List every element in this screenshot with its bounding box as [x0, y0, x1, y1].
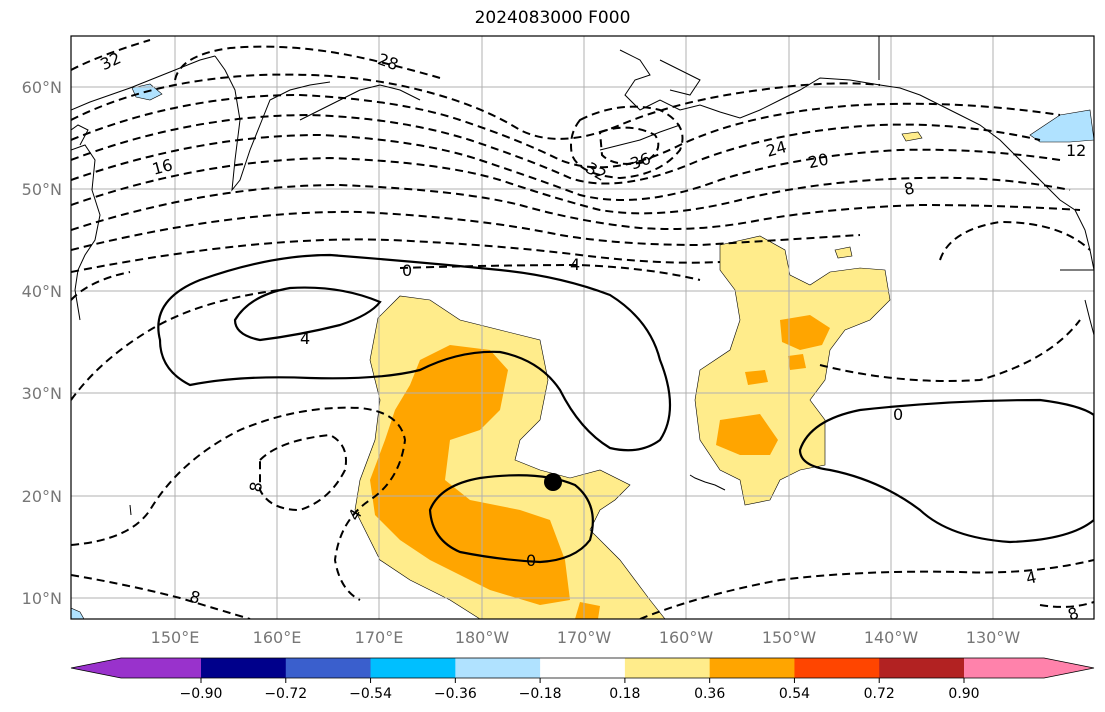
lat-tick-label: 40°N — [22, 282, 62, 301]
contour-label: 4 — [300, 329, 310, 348]
contour-label: 8 — [188, 587, 203, 608]
lon-tick-label: 160°E — [253, 628, 302, 647]
colorbar-segment — [794, 658, 880, 678]
colorbar-tick-label: 0.36 — [694, 686, 725, 702]
colorbar-tick-label: −0.18 — [519, 686, 562, 702]
storm-center-marker — [544, 473, 562, 491]
colorbar-tick-label: 0.54 — [779, 686, 810, 702]
colorbar-segment — [624, 658, 711, 678]
lon-tick-label: 180°W — [455, 628, 510, 647]
colorbar-tick-label: 0.72 — [864, 686, 895, 702]
colorbar-segment — [201, 658, 287, 678]
lat-tick-label: 10°N — [22, 589, 62, 608]
lon-tick-label: 150°E — [151, 628, 200, 647]
contour-label: 0 — [402, 261, 412, 280]
colorbar-extension-high — [964, 658, 1094, 678]
colorbar-tick-label: 0.90 — [948, 686, 979, 702]
lon-tick-label: 160°W — [659, 628, 714, 647]
contour-label: 8 — [902, 178, 916, 199]
colorbar-tick-label: −0.54 — [349, 686, 392, 702]
lat-axis: 60°N 50°N 40°N 30°N 20°N 10°N — [22, 78, 62, 608]
colorbar-segment — [709, 658, 795, 678]
shading-orange — [370, 315, 830, 619]
contour-label: 24 — [764, 137, 789, 161]
contour-label: 4 — [570, 255, 580, 274]
colorbar-segment — [455, 658, 541, 678]
colorbar-segment — [370, 658, 456, 678]
map-frame — [70, 35, 1095, 620]
lon-axis: 150°E 160°E 170°E 180°W 170°W 160°W 150°… — [151, 628, 1021, 647]
gridlines — [71, 36, 1094, 619]
colorbar: −0.90 −0.72 −0.54 −0.36 −0.18 0.18 0.36 0.54 0.7… — [70, 657, 1095, 702]
contour-label: 0 — [893, 405, 903, 424]
colorbar-tick-label: −0.36 — [434, 686, 477, 702]
lon-tick-label: 170°W — [557, 628, 612, 647]
lon-tick-label: 130°W — [966, 628, 1021, 647]
dashed-contours — [71, 39, 1094, 619]
colorbar-segment — [285, 658, 372, 678]
colorbar-tick-label: 0.18 — [609, 686, 640, 702]
colorbar-segment — [540, 658, 626, 678]
lat-tick-label: 30°N — [22, 384, 62, 403]
lon-tick-label: 150°W — [762, 628, 817, 647]
lat-tick-label: 60°N — [22, 78, 62, 97]
solid-contours — [157, 253, 1094, 564]
contour-label: 12 — [1066, 141, 1086, 160]
contour-label: 8 — [246, 480, 266, 493]
colorbar-segment — [879, 658, 965, 678]
lat-tick-label: 20°N — [22, 487, 62, 506]
map-title: 2024083000 F000 — [474, 8, 631, 28]
contour-label: 20 — [806, 149, 830, 172]
lon-tick-label: 140°W — [864, 628, 919, 647]
colorbar-tick-label: −0.90 — [180, 686, 223, 702]
colorbar-outline — [70, 657, 1095, 679]
colorbar-tick-label: −0.72 — [264, 686, 307, 702]
contour-label: 0 — [526, 551, 536, 570]
lon-tick-label: 170°E — [355, 628, 404, 647]
contour-label: 4 — [1024, 567, 1038, 588]
contour-labels: 32 28 16 32 36 24 20 12 8 0 4 4 0 8 4 0 … — [97, 48, 1086, 619]
contour-label: 16 — [150, 155, 175, 179]
lat-tick-label: 50°N — [22, 180, 62, 199]
colorbar-extension-low — [71, 658, 201, 678]
